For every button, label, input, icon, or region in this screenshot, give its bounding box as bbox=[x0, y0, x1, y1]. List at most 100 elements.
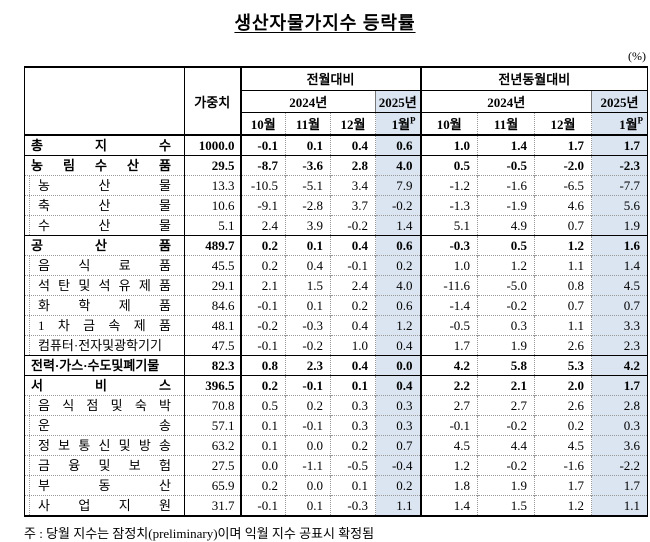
weight-value: 29.1 bbox=[184, 275, 242, 296]
yoy-value: 1.2 bbox=[534, 495, 592, 516]
month-header-oct-yoy: 10월 bbox=[419, 112, 478, 136]
mom-value: -0.1 bbox=[330, 255, 376, 276]
row-label-cell: 컴퓨터·전자및광학기기 bbox=[24, 335, 185, 356]
yoy-value: 5.6 bbox=[591, 195, 648, 216]
mom-value: 3.9 bbox=[285, 215, 331, 236]
year-header-2025-mom: 2025년 bbox=[374, 90, 421, 113]
table-header: 가중치 전월대비 전년동월대비 2024년 2025년 2024년 2025년 … bbox=[24, 67, 648, 136]
row-label-cell: 정 보 통 신 및 방 송 bbox=[24, 435, 185, 456]
table-row: 금 융 및 보 험 27.5 0.0 -1.1 -0.5 -0.4 1.2 -0.2 -1.6-… bbox=[24, 455, 648, 476]
yoy-value: 1.4 bbox=[419, 495, 478, 516]
mom-value: -0.1 bbox=[240, 295, 286, 316]
mom-value: 0.4 bbox=[330, 235, 376, 256]
yoy-value: 3.3 bbox=[591, 315, 648, 336]
row-label: 석 탄 및 석 유 제 품 bbox=[29, 276, 171, 295]
yoy-value: 0.2 bbox=[534, 415, 592, 436]
mom-value: 0.0 bbox=[240, 455, 286, 476]
row-label-cell: 축 산 물 bbox=[24, 195, 185, 216]
mom-value: 0.4 bbox=[330, 134, 376, 156]
mom-value: 0.1 bbox=[285, 495, 331, 516]
mom-value: 0.0 bbox=[374, 355, 421, 376]
row-label-cell: 농 림 수 산 품 bbox=[24, 155, 185, 176]
mom-value: -0.1 bbox=[240, 335, 286, 356]
mom-value: 0.1 bbox=[330, 475, 376, 496]
mom-value: -0.3 bbox=[330, 495, 376, 516]
mom-value: -0.1 bbox=[240, 134, 286, 156]
mom-value: 2.1 bbox=[240, 275, 286, 296]
row-label-cell: 1 차 금 속 제 품 bbox=[24, 315, 185, 336]
table-row: 음 식 점 및 숙 박 70.8 0.5 0.2 0.3 0.3 2.7 2.7 2.6 2.8 bbox=[24, 395, 648, 416]
weight-value: 31.7 bbox=[184, 495, 242, 516]
mom-value: -0.1 bbox=[240, 495, 286, 516]
mom-value: 1.5 bbox=[285, 275, 331, 296]
row-label-cell: 총 지 수 bbox=[24, 134, 185, 156]
table-row: 운 송 57.1 0.1 -0.1 0.3 0.3 -0.1 -0.2 0.2 0.3 bbox=[24, 415, 648, 436]
row-label-cell: 화 학 제 품 bbox=[24, 295, 185, 316]
mom-value: 0.4 bbox=[330, 315, 376, 336]
mom-value: 0.1 bbox=[240, 435, 286, 456]
yoy-value: -0.5 bbox=[477, 155, 535, 176]
page: 생산자물가지수 등락률 (%) 가중치 전월대비 전년동월대비 2024년 20… bbox=[24, 13, 649, 541]
yoy-value: -1.6 bbox=[477, 175, 535, 196]
footnote: 주 : 당월 지수는 잠정치(preliminary)이며 익월 지수 공표시 … bbox=[24, 526, 375, 541]
yoy-value: -6.5 bbox=[534, 175, 592, 196]
mom-value: 0.3 bbox=[374, 415, 421, 436]
yoy-value: 4.5 bbox=[419, 435, 478, 456]
yoy-value: 1.2 bbox=[477, 255, 535, 276]
yoy-value: 1.7 bbox=[591, 375, 648, 396]
yoy-value: 0.5 bbox=[419, 155, 478, 176]
mom-value: 1.0 bbox=[330, 335, 376, 356]
mom-value: 2.4 bbox=[240, 215, 286, 236]
yoy-value: 1.8 bbox=[419, 475, 478, 496]
unit-label: (%) bbox=[628, 49, 646, 63]
yoy-value: 1.9 bbox=[477, 335, 535, 356]
table-row: 축 산 물 10.6 -9.1 -2.8 3.7 -0.2 -1.3 -1.9 4.6 5.6 bbox=[24, 195, 648, 216]
row-label: 전력·가스·수도및폐기물 bbox=[31, 358, 160, 373]
yoy-value: 4.2 bbox=[419, 355, 478, 376]
mom-value: 0.2 bbox=[240, 475, 286, 496]
yoy-value: 1.4 bbox=[591, 255, 648, 276]
row-label-cell: 서 비 스 bbox=[24, 375, 185, 396]
mom-value: 0.3 bbox=[330, 395, 376, 416]
table-row: 1 차 금 속 제 품 48.1 -0.2 -0.3 0.4 1.2 -0.5 0.3 1.1 3… bbox=[24, 315, 648, 336]
row-label: 컴퓨터·전자및광학기기 bbox=[29, 336, 171, 355]
mom-value: 0.0 bbox=[285, 435, 331, 456]
month-header-dec-yoy: 12월 bbox=[534, 112, 592, 136]
mom-value: 3.4 bbox=[330, 175, 376, 196]
mom-value: -1.1 bbox=[285, 455, 331, 476]
yoy-value: 1.7 bbox=[534, 134, 592, 156]
mom-value: 0.4 bbox=[374, 375, 421, 396]
yoy-value: -0.1 bbox=[419, 415, 478, 436]
row-label-cell: 금 융 및 보 험 bbox=[24, 455, 185, 476]
mom-value: 0.1 bbox=[240, 415, 286, 436]
yoy-value: 5.3 bbox=[534, 355, 592, 376]
mom-value: -8.7 bbox=[240, 155, 286, 176]
yoy-value: 5.8 bbox=[477, 355, 535, 376]
mom-value: -0.2 bbox=[285, 335, 331, 356]
table-row: 컴퓨터·전자및광학기기 47.5 -0.1 -0.2 1.0 0.4 1.7 1.9 2.6 2.… bbox=[24, 335, 648, 356]
yoy-value: 1.4 bbox=[477, 134, 535, 156]
mom-value: -0.1 bbox=[285, 375, 331, 396]
mom-value: 0.4 bbox=[374, 335, 421, 356]
mom-value: 3.7 bbox=[330, 195, 376, 216]
yoy-value: 1.1 bbox=[534, 255, 592, 276]
row-label: 운 송 bbox=[29, 416, 171, 435]
yoy-value: 2.0 bbox=[534, 375, 592, 396]
row-label: 서 비 스 bbox=[31, 378, 171, 393]
weight-value: 1000.0 bbox=[184, 134, 242, 156]
mom-value: -0.3 bbox=[285, 315, 331, 336]
year-header-2024-yoy: 2024년 bbox=[419, 90, 592, 113]
mom-value: 0.8 bbox=[240, 355, 286, 376]
row-label-cell: 부 동 산 bbox=[24, 475, 185, 496]
yoy-value: -0.2 bbox=[477, 415, 535, 436]
mom-value: 0.7 bbox=[374, 435, 421, 456]
row-label: 금 융 및 보 험 bbox=[29, 456, 171, 475]
row-label-cell: 전력·가스·수도및폐기물 bbox=[24, 355, 185, 376]
row-label: 화 학 제 품 bbox=[29, 296, 171, 315]
mom-value: 0.2 bbox=[374, 255, 421, 276]
yoy-value: 1.7 bbox=[534, 475, 592, 496]
col-header-weight: 가중치 bbox=[184, 67, 242, 136]
year-header-2024-mom: 2024년 bbox=[240, 90, 376, 113]
mom-value: -0.5 bbox=[330, 455, 376, 476]
yoy-value: -0.2 bbox=[477, 455, 535, 476]
